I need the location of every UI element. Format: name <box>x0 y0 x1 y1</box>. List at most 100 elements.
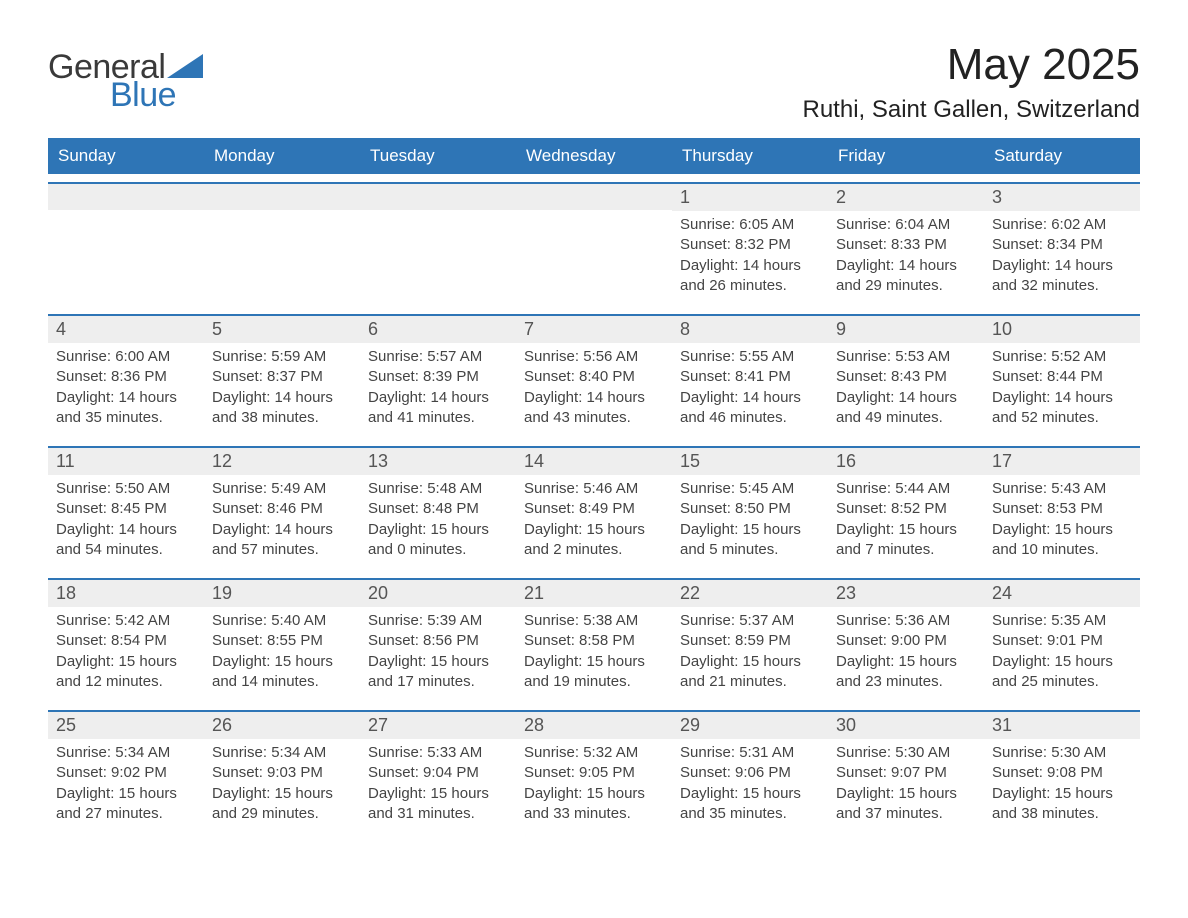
month-title: May 2025 <box>803 40 1141 90</box>
calendar-day: 31Sunrise: 5:30 AMSunset: 9:08 PMDayligh… <box>984 712 1140 834</box>
day-number: 13 <box>360 448 516 475</box>
day-number <box>516 184 672 210</box>
sunset-line: Sunset: 8:40 PM <box>524 367 664 387</box>
day-number: 15 <box>672 448 828 475</box>
day-details: Sunrise: 5:33 AMSunset: 9:04 PMDaylight:… <box>360 739 516 828</box>
dow-header-row: Sunday Monday Tuesday Wednesday Thursday… <box>48 138 1140 174</box>
sunrise-line: Sunrise: 5:42 AM <box>56 611 196 631</box>
day-number: 1 <box>672 184 828 211</box>
sunset-line: Sunset: 8:32 PM <box>680 235 820 255</box>
calendar-week: 11Sunrise: 5:50 AMSunset: 8:45 PMDayligh… <box>48 446 1140 570</box>
daylight-line: Daylight: 14 hours and 38 minutes. <box>212 388 352 429</box>
day-number: 17 <box>984 448 1140 475</box>
day-details: Sunrise: 6:05 AMSunset: 8:32 PMDaylight:… <box>672 211 828 300</box>
calendar-day: 12Sunrise: 5:49 AMSunset: 8:46 PMDayligh… <box>204 448 360 570</box>
day-number: 7 <box>516 316 672 343</box>
day-number: 20 <box>360 580 516 607</box>
sunset-line: Sunset: 8:55 PM <box>212 631 352 651</box>
day-details: Sunrise: 5:35 AMSunset: 9:01 PMDaylight:… <box>984 607 1140 696</box>
day-number: 27 <box>360 712 516 739</box>
day-number: 25 <box>48 712 204 739</box>
sunrise-line: Sunrise: 5:59 AM <box>212 347 352 367</box>
day-number: 30 <box>828 712 984 739</box>
sunrise-line: Sunrise: 5:39 AM <box>368 611 508 631</box>
daylight-line: Daylight: 14 hours and 54 minutes. <box>56 520 196 561</box>
day-number <box>360 184 516 210</box>
sunrise-line: Sunrise: 5:38 AM <box>524 611 664 631</box>
calendar-day: 9Sunrise: 5:53 AMSunset: 8:43 PMDaylight… <box>828 316 984 438</box>
daylight-line: Daylight: 15 hours and 7 minutes. <box>836 520 976 561</box>
sunset-line: Sunset: 8:50 PM <box>680 499 820 519</box>
sunset-line: Sunset: 8:45 PM <box>56 499 196 519</box>
sunrise-line: Sunrise: 5:40 AM <box>212 611 352 631</box>
day-details: Sunrise: 6:02 AMSunset: 8:34 PMDaylight:… <box>984 211 1140 300</box>
daylight-line: Daylight: 15 hours and 31 minutes. <box>368 784 508 825</box>
calendar-day: 2Sunrise: 6:04 AMSunset: 8:33 PMDaylight… <box>828 184 984 306</box>
sunset-line: Sunset: 9:07 PM <box>836 763 976 783</box>
sunset-line: Sunset: 8:52 PM <box>836 499 976 519</box>
sunrise-line: Sunrise: 5:35 AM <box>992 611 1132 631</box>
calendar-day: 11Sunrise: 5:50 AMSunset: 8:45 PMDayligh… <box>48 448 204 570</box>
calendar-day: 23Sunrise: 5:36 AMSunset: 9:00 PMDayligh… <box>828 580 984 702</box>
calendar-day: 4Sunrise: 6:00 AMSunset: 8:36 PMDaylight… <box>48 316 204 438</box>
calendar-day: 3Sunrise: 6:02 AMSunset: 8:34 PMDaylight… <box>984 184 1140 306</box>
day-number: 29 <box>672 712 828 739</box>
sunrise-line: Sunrise: 5:46 AM <box>524 479 664 499</box>
day-number: 18 <box>48 580 204 607</box>
sunset-line: Sunset: 8:48 PM <box>368 499 508 519</box>
day-number: 14 <box>516 448 672 475</box>
calendar-day: 28Sunrise: 5:32 AMSunset: 9:05 PMDayligh… <box>516 712 672 834</box>
daylight-line: Daylight: 15 hours and 19 minutes. <box>524 652 664 693</box>
page-header: General Blue May 2025 Ruthi, Saint Galle… <box>48 40 1140 124</box>
sunset-line: Sunset: 8:34 PM <box>992 235 1132 255</box>
calendar-day: 30Sunrise: 5:30 AMSunset: 9:07 PMDayligh… <box>828 712 984 834</box>
daylight-line: Daylight: 15 hours and 27 minutes. <box>56 784 196 825</box>
calendar-week: 25Sunrise: 5:34 AMSunset: 9:02 PMDayligh… <box>48 710 1140 834</box>
day-number: 3 <box>984 184 1140 211</box>
day-details: Sunrise: 6:00 AMSunset: 8:36 PMDaylight:… <box>48 343 204 432</box>
daylight-line: Daylight: 15 hours and 29 minutes. <box>212 784 352 825</box>
sunrise-line: Sunrise: 5:34 AM <box>56 743 196 763</box>
day-details: Sunrise: 5:49 AMSunset: 8:46 PMDaylight:… <box>204 475 360 564</box>
sunrise-line: Sunrise: 5:45 AM <box>680 479 820 499</box>
calendar-week: 18Sunrise: 5:42 AMSunset: 8:54 PMDayligh… <box>48 578 1140 702</box>
sunset-line: Sunset: 9:08 PM <box>992 763 1132 783</box>
daylight-line: Daylight: 14 hours and 41 minutes. <box>368 388 508 429</box>
calendar-day: 10Sunrise: 5:52 AMSunset: 8:44 PMDayligh… <box>984 316 1140 438</box>
day-details: Sunrise: 5:52 AMSunset: 8:44 PMDaylight:… <box>984 343 1140 432</box>
day-details: Sunrise: 5:43 AMSunset: 8:53 PMDaylight:… <box>984 475 1140 564</box>
sunset-line: Sunset: 8:53 PM <box>992 499 1132 519</box>
daylight-line: Daylight: 15 hours and 12 minutes. <box>56 652 196 693</box>
sunrise-line: Sunrise: 6:00 AM <box>56 347 196 367</box>
sunrise-line: Sunrise: 5:55 AM <box>680 347 820 367</box>
calendar-day: 26Sunrise: 5:34 AMSunset: 9:03 PMDayligh… <box>204 712 360 834</box>
calendar-day <box>204 184 360 306</box>
day-number: 4 <box>48 316 204 343</box>
sunset-line: Sunset: 9:03 PM <box>212 763 352 783</box>
logo-word2: Blue <box>110 78 203 112</box>
sunset-line: Sunset: 8:56 PM <box>368 631 508 651</box>
daylight-line: Daylight: 15 hours and 14 minutes. <box>212 652 352 693</box>
calendar-day: 21Sunrise: 5:38 AMSunset: 8:58 PMDayligh… <box>516 580 672 702</box>
day-details: Sunrise: 5:39 AMSunset: 8:56 PMDaylight:… <box>360 607 516 696</box>
day-details: Sunrise: 5:53 AMSunset: 8:43 PMDaylight:… <box>828 343 984 432</box>
sunrise-line: Sunrise: 5:31 AM <box>680 743 820 763</box>
calendar-week: 1Sunrise: 6:05 AMSunset: 8:32 PMDaylight… <box>48 182 1140 306</box>
day-number: 5 <box>204 316 360 343</box>
sunset-line: Sunset: 8:54 PM <box>56 631 196 651</box>
day-number: 6 <box>360 316 516 343</box>
day-number: 9 <box>828 316 984 343</box>
day-number: 26 <box>204 712 360 739</box>
sunrise-line: Sunrise: 5:32 AM <box>524 743 664 763</box>
sunrise-line: Sunrise: 6:02 AM <box>992 215 1132 235</box>
daylight-line: Daylight: 15 hours and 35 minutes. <box>680 784 820 825</box>
calendar-day: 22Sunrise: 5:37 AMSunset: 8:59 PMDayligh… <box>672 580 828 702</box>
day-details: Sunrise: 5:59 AMSunset: 8:37 PMDaylight:… <box>204 343 360 432</box>
calendar-day <box>360 184 516 306</box>
calendar-day: 1Sunrise: 6:05 AMSunset: 8:32 PMDaylight… <box>672 184 828 306</box>
day-details: Sunrise: 5:30 AMSunset: 9:08 PMDaylight:… <box>984 739 1140 828</box>
day-number: 19 <box>204 580 360 607</box>
calendar-day: 20Sunrise: 5:39 AMSunset: 8:56 PMDayligh… <box>360 580 516 702</box>
daylight-line: Daylight: 14 hours and 26 minutes. <box>680 256 820 297</box>
calendar-day: 18 Sunrise: 5:42 AMSunset: 8:54 PMDayligh… <box>48 580 204 702</box>
